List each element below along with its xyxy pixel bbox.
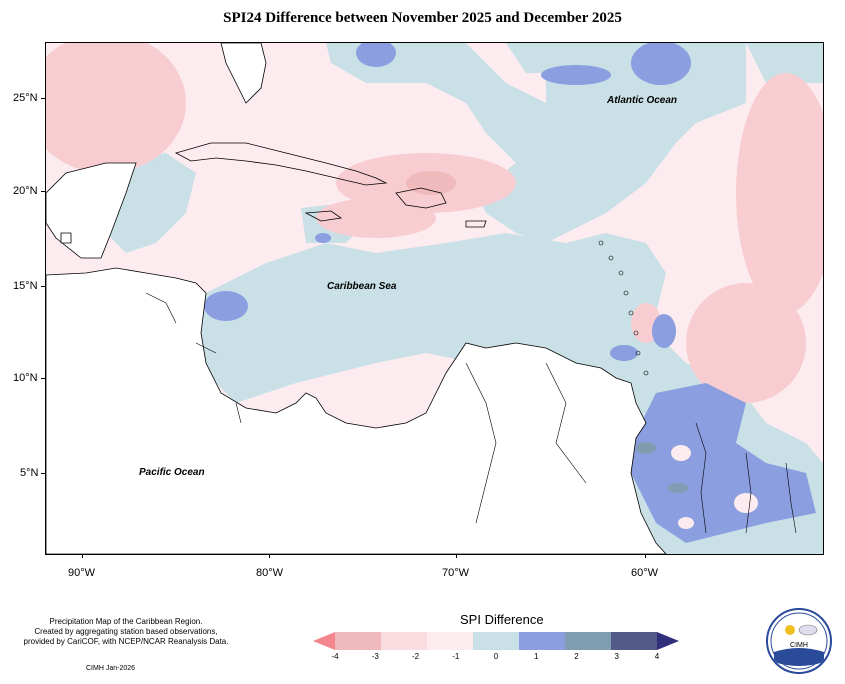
legend-tick-label: 2 [574, 652, 579, 661]
legend-swatch [657, 632, 679, 650]
logo-text: CIMH [790, 642, 808, 649]
legend-tick-label: -4 [331, 652, 339, 661]
lon-tick [82, 554, 83, 558]
country-borders [145, 292, 797, 534]
legend-tick-label: 0 [493, 652, 499, 661]
legend-swatch [565, 632, 611, 650]
map-title: SPI24 Difference between November 2025 a… [223, 10, 622, 26]
lat-label-25n: 25°N [13, 92, 38, 104]
legend-tick-label: -3 [371, 652, 379, 661]
land-no-data [46, 43, 667, 554]
description-line: provided by CariCOF, with NCEP/NCAR Rean… [23, 637, 229, 646]
lon-label-90w: 90°W [68, 567, 96, 579]
legend-swatch [519, 632, 565, 650]
map-description: Precipitation Map of the Caribbean Regio… [10, 617, 242, 647]
lon-tick [269, 554, 270, 558]
spi-difference-map [46, 43, 823, 554]
legend-colorbar [313, 632, 679, 650]
cimh-emblem: CIMH [770, 612, 828, 670]
description-line: Precipitation Map of the Caribbean Regio… [49, 617, 203, 626]
neutral-spots [671, 445, 758, 529]
caribbean-sea-label: Caribbean Sea [327, 281, 397, 292]
lat-label-5n: 5°N [20, 467, 39, 479]
lon-label-60w: 60°W [631, 567, 659, 579]
cimh-logo: CIMH [766, 608, 832, 674]
legend-title: SPI Difference [460, 612, 544, 627]
legend-swatch [381, 632, 427, 650]
lat-label-10n: 10°N [13, 372, 38, 384]
wave-icon [774, 648, 824, 666]
credit-text: CIMH Jan-2026 [86, 665, 136, 672]
legend-tick-label: -2 [411, 652, 420, 661]
lat-tick [41, 191, 45, 192]
negative-medium-areas [406, 171, 456, 195]
legend-swatch [427, 632, 473, 650]
lat-label-15n: 15°N [13, 280, 38, 292]
legend-tick-label: 3 [614, 652, 619, 661]
lesser-antilles-islands [598, 240, 649, 376]
lat-tick [41, 473, 45, 474]
legend-swatch [313, 632, 335, 650]
legend-swatch [611, 632, 657, 650]
lat-tick [41, 98, 45, 99]
cloud-icon [798, 624, 818, 636]
description-line: Created by aggregating station based obs… [34, 627, 218, 636]
lat-tick [41, 378, 45, 379]
legend-tick-label: 4 [654, 652, 660, 661]
positive-medium-areas [204, 43, 816, 543]
legend-tick-label: -1 [452, 652, 460, 661]
atlantic-ocean-label: Atlantic Ocean [607, 95, 678, 106]
sun-icon [785, 625, 795, 635]
lon-label-70w: 70°W [442, 567, 470, 579]
lon-tick [456, 554, 457, 558]
legend-tick-label: 1 [534, 652, 539, 661]
lat-tick [41, 286, 45, 287]
legend-swatch [335, 632, 381, 650]
positive-strong-areas [636, 442, 688, 493]
map-panel: Atlantic Ocean Caribbean Sea Pacific Oce… [45, 42, 824, 555]
pacific-ocean-label: Pacific Ocean [139, 467, 205, 478]
lon-tick [645, 554, 646, 558]
legend-swatch [473, 632, 519, 650]
lat-label-20n: 20°N [13, 185, 38, 197]
lon-label-80w: 80°W [256, 567, 284, 579]
